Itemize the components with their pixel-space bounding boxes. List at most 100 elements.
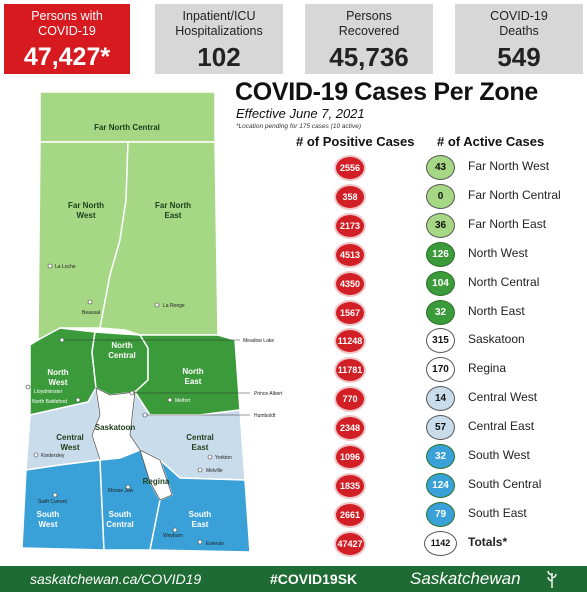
map-label-far-north-west-1: Far North <box>68 201 104 210</box>
active-count-far-north-east: 36 <box>426 212 455 238</box>
stat-value: 102 <box>197 42 241 72</box>
active-count-north-central: 104 <box>426 270 455 296</box>
town-la-loche: La Loche <box>47 263 76 270</box>
zone-far-north-east <box>99 141 219 336</box>
map-label-north-west: North West <box>47 368 68 387</box>
map-label-regina: Regina <box>143 477 170 486</box>
map-label-south-west-2: West <box>39 520 58 529</box>
map-label-south-west-1: South <box>37 510 60 519</box>
svg-text:Lloydminster: Lloydminster <box>34 389 63 395</box>
positive-cases-header: # of Positive Cases <box>296 134 415 149</box>
map-label-north-central: North Central <box>108 341 136 360</box>
town-north-battleford: North Battleford <box>32 397 81 405</box>
positive-count-south-east: 2661 <box>334 501 366 528</box>
map-label-north-east-2: East <box>185 377 202 386</box>
map-label-central-east-1: Central <box>186 433 214 442</box>
active-count-regina: 170 <box>426 357 455 383</box>
zone-name-north-west: North West <box>468 245 528 260</box>
town-melville: Melville <box>197 467 223 474</box>
map-label-central-east: Central East <box>186 433 214 452</box>
active-count-totals: 1142 <box>424 530 457 556</box>
svg-text:Estevan: Estevan <box>206 541 224 547</box>
positive-count-far-north-east: 2173 <box>334 212 366 239</box>
stat-deaths: COVID-19 Deaths 549 <box>455 4 583 74</box>
positive-count-far-north-west: 2556 <box>334 155 366 181</box>
positive-count-south-central: 1835 <box>334 472 366 499</box>
map-label-central-west-1: Central <box>56 433 84 442</box>
active-count-south-central: 124 <box>426 472 455 498</box>
positive-count-regina: 11781 <box>334 357 366 384</box>
map-label-central-east-2: East <box>192 443 209 452</box>
positive-count-central-east: 2348 <box>334 415 366 442</box>
svg-text:Weyburn: Weyburn <box>163 533 183 539</box>
page-title: COVID-19 Cases Per Zone <box>235 78 538 106</box>
map-label-central-west-2: West <box>61 443 80 452</box>
stat-value: 45,736 <box>329 42 409 72</box>
map-label-south-central-2: Central <box>106 520 134 529</box>
stat-label: Persons Recovered <box>338 9 400 38</box>
svg-text:Kindersley: Kindersley <box>41 453 65 459</box>
svg-text:Melfort: Melfort <box>175 398 191 404</box>
active-count-far-north-west: 43 <box>426 155 455 180</box>
map-label-north-west-1: North <box>47 368 68 377</box>
active-count-far-north-central: 0 <box>426 183 455 209</box>
map-label-far-north-east-1: Far North <box>155 201 191 210</box>
svg-text:Meadow Lake: Meadow Lake <box>243 338 274 344</box>
map-label-south-east-1: South <box>189 510 212 519</box>
map-label-far-north-west: Far North West <box>68 201 104 220</box>
zone-name-saskatoon: Saskatoon <box>468 332 525 347</box>
positive-count-far-north-central: 358 <box>334 183 366 210</box>
active-count-saskatoon: 315 <box>426 328 455 354</box>
svg-text:La Loche: La Loche <box>55 264 76 270</box>
totals-label: Totals* <box>468 534 508 549</box>
town-meadow-lake: Meadow Lake <box>59 337 274 344</box>
town-yorkton: Yorkton <box>207 454 232 461</box>
svg-text:Prince Albert: Prince Albert <box>254 391 283 397</box>
svg-text:Melville: Melville <box>206 468 223 474</box>
active-count-south-east: 79 <box>426 501 455 527</box>
svg-text:Beauval: Beauval <box>82 310 100 316</box>
svg-text:North Battleford: North Battleford <box>32 399 67 405</box>
zone-name-south-central: South Central <box>468 476 542 491</box>
footer-brand-logo: Saskatchewan <box>410 569 521 588</box>
positive-count-central-west: 770 <box>334 386 366 413</box>
active-count-south-west: 32 <box>426 444 455 469</box>
town-moose-jaw: Moose Jaw <box>108 484 134 494</box>
stat-recovered: Persons Recovered 45,736 <box>305 4 433 74</box>
zone-name-far-north-east: Far North East <box>468 216 547 231</box>
map-label-south-central: South Central <box>106 510 134 529</box>
map-label-central-west: Central West <box>56 433 84 452</box>
stat-value: 47,427* <box>23 43 111 71</box>
stat-hospitalizations: Inpatient/ICU Hospitalizations 102 <box>155 4 283 74</box>
active-count-north-east: 32 <box>426 299 455 325</box>
town-beauval: Beauval <box>82 299 100 316</box>
zone-name-far-north-west: Far North West <box>468 159 550 173</box>
active-count-north-west: 126 <box>426 241 455 267</box>
positive-count-north-west: 4513 <box>334 241 366 268</box>
zone-far-north-central <box>39 91 216 143</box>
town-melfort: Melfort <box>167 397 191 404</box>
map-label-north-east: North East <box>182 367 203 386</box>
map-label-south-west: South West <box>37 510 60 529</box>
zone-name-central-west: Central West <box>468 390 538 405</box>
positive-count-totals: 47427 <box>334 530 366 557</box>
svg-text:Swift Current: Swift Current <box>38 499 68 505</box>
zone-name-north-central: North Central <box>468 274 540 289</box>
map-label-north-central-1: North <box>111 341 132 350</box>
zone-name-south-west: South West <box>468 448 530 462</box>
town-humboldt: Humboldt <box>142 412 276 419</box>
positive-count-north-east: 1567 <box>334 299 366 326</box>
map-label-far-north-west-2: West <box>77 211 96 220</box>
zone-name-north-east: North East <box>468 303 525 318</box>
map-label-north-east-1: North <box>182 367 203 376</box>
town-weyburn: Weyburn <box>163 527 183 539</box>
footer-website[interactable]: saskatchewan.ca/COVID19 <box>30 571 202 587</box>
footer-bar: saskatchewan.ca/COVID19 #COVID19SK Saska… <box>0 566 587 592</box>
footnote: *Location pending for 175 cases (10 acti… <box>236 123 362 130</box>
zone-map: Far North Central Far North West Far Nort… <box>21 91 283 553</box>
map-label-north-west-2: West <box>49 378 68 387</box>
wheat-icon <box>547 570 557 588</box>
map-label-far-north-central: Far North Central <box>94 123 160 132</box>
svg-text:Moose Jaw: Moose Jaw <box>108 488 134 494</box>
map-label-north-central-2: Central <box>108 351 136 360</box>
